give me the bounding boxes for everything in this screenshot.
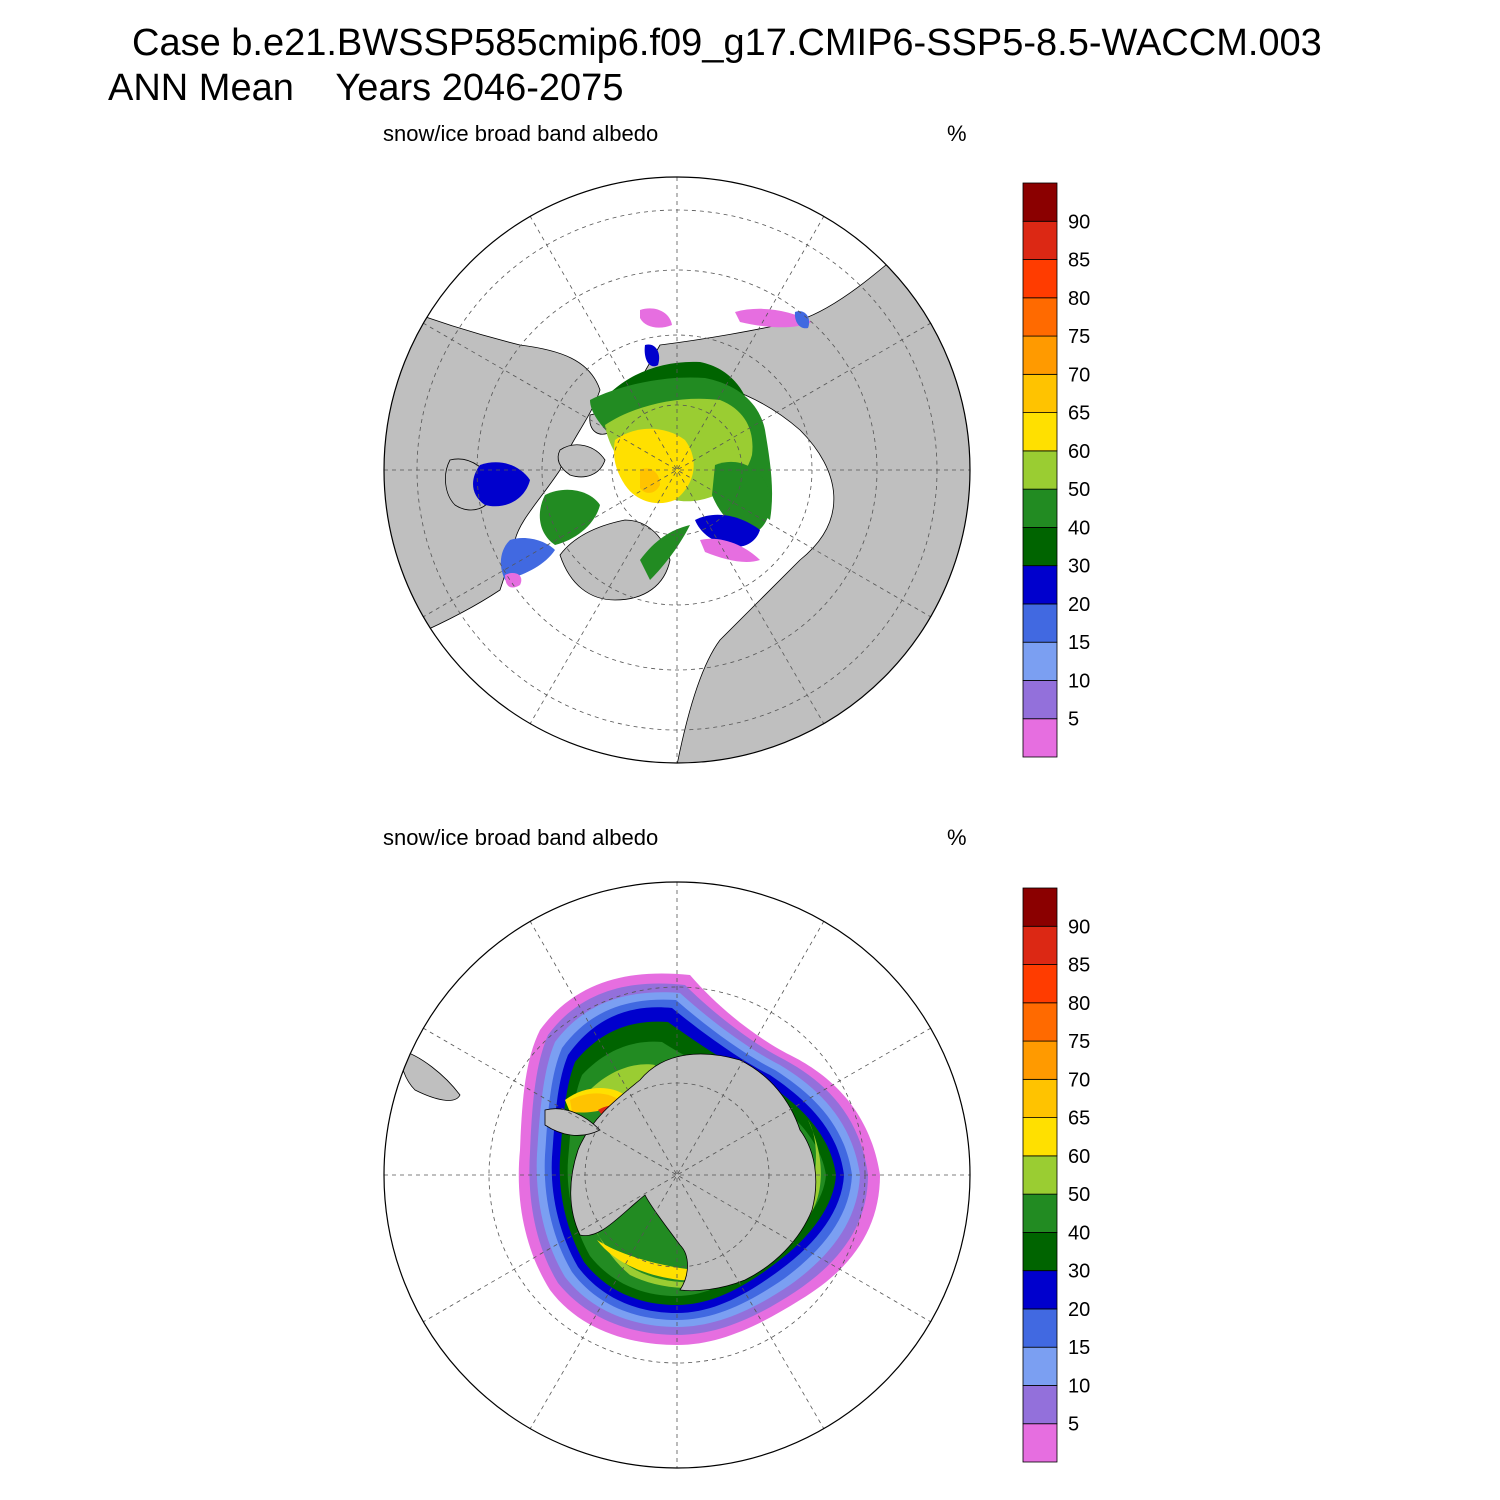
north-colorbar-tick-label: 5	[1068, 709, 1079, 731]
south-colorbar-tick-label: 85	[1068, 955, 1090, 977]
north-colorbar-tick-label: 60	[1068, 441, 1090, 463]
south-ice-light-green	[577, 1064, 821, 1289]
south-colorbar-tick-label: 80	[1068, 993, 1090, 1015]
north-colorbar-tick-label: 15	[1068, 632, 1090, 654]
north-colorbar-tick-label: 65	[1068, 403, 1090, 425]
north-map-border	[383, 176, 971, 764]
south-colorbar-swatch	[1022, 1193, 1058, 1233]
north-ice-greenland-sea-blue	[695, 514, 760, 547]
north-ice-bering-blue	[644, 344, 660, 367]
north-colorbar-swatch	[1022, 182, 1058, 222]
south-colorbar-swatch	[1022, 1308, 1058, 1348]
south-colorbar: 90 85 80 75 70 65 60 50 40 30 20 15 10 5	[1022, 887, 1090, 1463]
north-ice-okhotsk-pink	[640, 308, 812, 328]
south-units-label: %	[947, 825, 967, 850]
north-graticule	[384, 177, 970, 763]
south-colorbar-swatch	[1022, 1002, 1058, 1042]
north-units-label: %	[947, 121, 967, 146]
south-polar-map	[383, 881, 971, 1469]
north-colorbar-tick-label: 85	[1068, 250, 1090, 272]
figure-title-period: ANN Mean Years 2046-2075	[108, 67, 624, 109]
north-colorbar-tick-label: 20	[1068, 594, 1090, 616]
south-colorbar-tick-label: 20	[1068, 1299, 1090, 1321]
south-colorbar-swatch	[1022, 1117, 1058, 1157]
south-colorbar-tick-label: 30	[1068, 1261, 1090, 1283]
south-colorbar-tick-label: 70	[1068, 1069, 1090, 1091]
south-colorbar-tick-label: 65	[1068, 1108, 1090, 1130]
south-colorbar-tick-label: 50	[1068, 1184, 1090, 1206]
north-colorbar-tick-label: 90	[1068, 211, 1090, 233]
south-colorbar-swatch	[1022, 1270, 1058, 1310]
south-land-antarctica	[570, 1053, 817, 1292]
figure-title-case: Case b.e21.BWSSP585cmip6.f09_g17.CMIP6-S…	[132, 22, 1322, 64]
south-map-border	[383, 881, 971, 1469]
north-colorbar-swatch	[1022, 412, 1058, 452]
south-land-antarctic-peninsula	[544, 1108, 601, 1136]
south-colorbar-tick-label: 60	[1068, 1146, 1090, 1168]
south-colorbar-tick-label: 40	[1068, 1222, 1090, 1244]
south-colorbar-tick-label: 5	[1068, 1414, 1079, 1436]
south-colorbar-swatch	[1022, 1040, 1058, 1080]
north-colorbar-tick-label: 80	[1068, 288, 1090, 310]
south-colorbar-swatch	[1022, 1232, 1058, 1272]
north-colorbar-swatch	[1022, 335, 1058, 375]
south-graticule	[384, 882, 970, 1468]
north-colorbar-swatch	[1022, 488, 1058, 528]
north-colorbar-swatch	[1022, 527, 1058, 567]
north-ice-greenland-rim	[640, 525, 690, 580]
north-ice-okhotsk-blue	[794, 311, 810, 329]
south-colorbar-swatch	[1022, 1346, 1058, 1386]
north-colorbar-swatch	[1022, 641, 1058, 681]
north-colorbar-tick-label: 75	[1068, 326, 1090, 348]
north-colorbar-swatch	[1022, 297, 1058, 337]
north-land-greenland	[559, 519, 671, 601]
south-colorbar-swatch	[1022, 925, 1058, 965]
south-colorbar-swatch	[1022, 964, 1058, 1004]
north-colorbar-tick-label: 40	[1068, 517, 1090, 539]
north-colorbar-swatch	[1022, 259, 1058, 299]
north-colorbar-tick-label: 30	[1068, 556, 1090, 578]
north-colorbar-swatch	[1022, 450, 1058, 490]
south-colorbar-swatch	[1022, 887, 1058, 927]
north-polar-map	[383, 176, 971, 764]
north-colorbar-tick-label: 70	[1068, 364, 1090, 386]
north-colorbar: 90 85 80 75 70 65 60 50 40 30 20 15 10 5	[1022, 182, 1090, 758]
north-colorbar-tick-label: 50	[1068, 479, 1090, 501]
north-colorbar-swatch	[1022, 603, 1058, 643]
north-ice-hudson-blue	[473, 462, 530, 507]
north-variable-label: snow/ice broad band albedo	[383, 121, 659, 146]
south-colorbar-tick-label: 15	[1068, 1337, 1090, 1359]
south-colorbar-swatch	[1022, 1078, 1058, 1119]
south-variable-label: snow/ice broad band albedo	[383, 825, 659, 850]
south-colorbar-tick-label: 10	[1068, 1375, 1090, 1397]
north-colorbar-tick-label: 10	[1068, 670, 1090, 692]
north-ice-greenland-sea-pink	[700, 538, 760, 563]
south-colorbar-swatch	[1022, 1155, 1058, 1195]
north-ice-orange	[640, 468, 660, 493]
south-colorbar-swatch	[1022, 1385, 1058, 1425]
south-colorbar-tick-label: 75	[1068, 1031, 1090, 1053]
south-colorbar-tick-label: 90	[1068, 916, 1090, 938]
north-ice-yellow	[613, 428, 694, 504]
north-colorbar-swatch	[1022, 373, 1058, 414]
north-colorbar-swatch	[1022, 565, 1058, 605]
north-colorbar-swatch	[1022, 718, 1058, 758]
south-land-south-america	[399, 1049, 461, 1101]
south-colorbar-swatch	[1022, 1423, 1058, 1463]
north-ice-labrador-pink	[505, 573, 522, 588]
north-ice-canadian-green	[539, 489, 600, 545]
north-colorbar-swatch	[1022, 680, 1058, 720]
north-colorbar-swatch	[1022, 220, 1058, 260]
